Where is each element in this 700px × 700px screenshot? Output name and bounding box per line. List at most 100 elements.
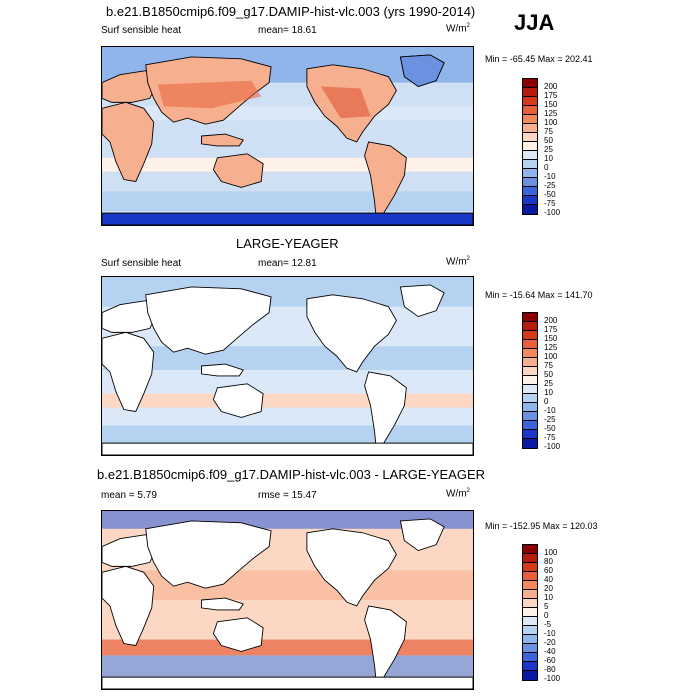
panel-3-map [101, 510, 474, 690]
panel-3-colorbar-labels: 100 80 60 40 20 10 5 0 -5 -10 -20 -40 -60 -80 -100 [544, 548, 560, 683]
panel-3-title: b.e21.B1850cmip6.f09_g17.DAMIP-hist-vlc.… [97, 467, 486, 482]
panel-1-mean-label: mean= 18.61 [258, 25, 317, 36]
colorbar-tick-label: -75 [544, 433, 556, 442]
colorbar-tick-label: 60 [544, 566, 553, 575]
panel-3-minmax: Min = -152.95 Max = 120.03 [485, 521, 598, 531]
colorbar-tick-label: 100 [544, 352, 558, 361]
colorbar-segment [523, 331, 537, 340]
colorbar-segment [523, 142, 537, 151]
colorbar-segment [523, 590, 537, 599]
colorbar-tick-label: 25 [544, 379, 553, 388]
colorbar-tick-label: 200 [544, 82, 558, 91]
colorbar-segment [523, 626, 537, 635]
colorbar-segment [523, 572, 537, 581]
colorbar-tick-label: -5 [544, 620, 552, 629]
colorbar-tick-label: 10 [544, 154, 553, 163]
colorbar-segment [523, 178, 537, 187]
colorbar-tick-label: 80 [544, 557, 553, 566]
panel-1-units: W/m2 [446, 23, 470, 35]
colorbar-tick-label: 150 [544, 334, 558, 343]
colorbar-segment [523, 394, 537, 403]
colorbar-tick-label: 175 [544, 325, 558, 334]
colorbar-tick-label: 5 [544, 602, 549, 611]
panel-2-units: W/m2 [446, 256, 470, 268]
colorbar-segment [523, 160, 537, 169]
panel-1-minmax: Min = -65.45 Max = 202.41 [485, 54, 593, 64]
colorbar-segment [523, 340, 537, 349]
panel-1-colorbar [522, 78, 538, 215]
panel-1-colorbar-labels: 200 175 150 125 100 75 50 25 10 0 -10 -25 -50 -75 -100 [544, 82, 560, 217]
colorbar-tick-label: 10 [544, 593, 553, 602]
panel-2-map [101, 276, 474, 456]
colorbar-segment [523, 187, 537, 196]
colorbar-tick-label: 100 [544, 548, 558, 557]
colorbar-segment [523, 205, 537, 214]
colorbar-segment [523, 124, 537, 133]
colorbar-tick-label: 0 [544, 163, 549, 172]
colorbar-segment [523, 644, 537, 653]
colorbar-tick-label: -50 [544, 424, 556, 433]
colorbar-segment [523, 358, 537, 367]
colorbar-segment [523, 617, 537, 626]
colorbar-segment [523, 97, 537, 106]
colorbar-segment [523, 608, 537, 617]
colorbar-tick-label: 25 [544, 145, 553, 154]
colorbar-segment [523, 554, 537, 563]
colorbar-tick-label: 40 [544, 575, 553, 584]
colorbar-tick-label: -100 [544, 208, 561, 217]
panel-2-colorbar [522, 312, 538, 449]
colorbar-segment [523, 581, 537, 590]
colorbar-tick-label: 50 [544, 136, 553, 145]
colorbar-segment [523, 412, 537, 421]
colorbar-segment [523, 635, 537, 644]
panel-2-mean-label: mean= 12.81 [258, 258, 317, 269]
colorbar-segment [523, 563, 537, 572]
colorbar-segment [523, 322, 537, 331]
colorbar-segment [523, 88, 537, 97]
colorbar-tick-label: -10 [544, 406, 556, 415]
colorbar-segment [523, 79, 537, 88]
colorbar-segment [523, 653, 537, 662]
colorbar-tick-label: -60 [544, 656, 556, 665]
colorbar-tick-label: 100 [544, 118, 558, 127]
panel-3-rmse-label: rmse = 15.47 [258, 490, 317, 501]
colorbar-tick-label: -10 [544, 629, 556, 638]
colorbar-tick-label: -100 [544, 442, 561, 451]
colorbar-tick-label: 125 [544, 109, 558, 118]
colorbar-tick-label: 200 [544, 316, 558, 325]
colorbar-tick-label: -25 [544, 181, 556, 190]
colorbar-tick-label: 10 [544, 388, 553, 397]
colorbar-tick-label: -25 [544, 415, 556, 424]
panel-2-colorbar-labels: 200 175 150 125 100 75 50 25 10 0 -10 -25 -50 -75 -100 [544, 316, 560, 451]
colorbar-segment [523, 115, 537, 124]
colorbar-segment [523, 169, 537, 178]
colorbar-tick-label: 75 [544, 127, 553, 136]
panel-3-mean-label: mean = 5.79 [101, 490, 157, 501]
panel-2-minmax: Min = -15.64 Max = 141.70 [485, 290, 593, 300]
colorbar-segment [523, 151, 537, 160]
colorbar-tick-label: -100 [544, 674, 561, 683]
panel-1-map [101, 46, 474, 226]
colorbar-segment [523, 439, 537, 448]
colorbar-tick-label: -50 [544, 190, 556, 199]
colorbar-tick-label: -40 [544, 647, 556, 656]
colorbar-segment [523, 430, 537, 439]
colorbar-tick-label: -80 [544, 665, 556, 674]
colorbar-segment [523, 385, 537, 394]
colorbar-tick-label: -10 [544, 172, 556, 181]
colorbar-segment [523, 367, 537, 376]
colorbar-segment [523, 671, 537, 680]
colorbar-segment [523, 133, 537, 142]
colorbar-tick-label: 0 [544, 611, 549, 620]
colorbar-tick-label: 75 [544, 361, 553, 370]
colorbar-segment [523, 599, 537, 608]
colorbar-segment [523, 349, 537, 358]
panel-1-variable-label: Surf sensible heat [101, 25, 182, 36]
colorbar-tick-label: -20 [544, 638, 556, 647]
colorbar-segment [523, 196, 537, 205]
colorbar-segment [523, 662, 537, 671]
colorbar-tick-label: 50 [544, 370, 553, 379]
colorbar-segment [523, 313, 537, 322]
colorbar-tick-label: 125 [544, 343, 558, 352]
panel-1-title: b.e21.B1850cmip6.f09_g17.DAMIP-hist-vlc.… [106, 4, 476, 19]
